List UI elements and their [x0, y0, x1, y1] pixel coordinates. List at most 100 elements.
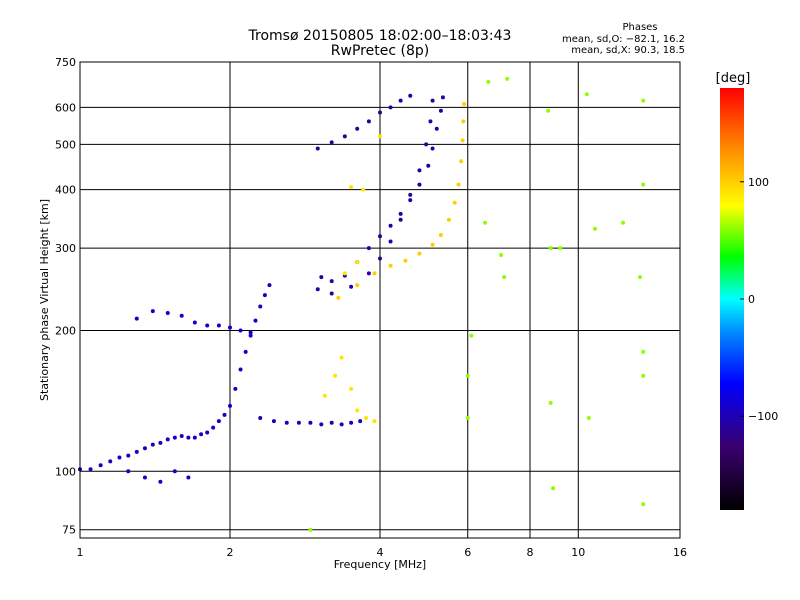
data-point — [378, 256, 382, 261]
data-point — [355, 408, 360, 413]
data-point — [186, 475, 191, 480]
y-tick-label: 750 — [55, 56, 76, 69]
data-point — [459, 159, 464, 164]
data-point — [253, 318, 258, 323]
data-point — [456, 182, 461, 187]
data-point — [355, 126, 360, 131]
data-point — [417, 168, 422, 173]
data-point — [158, 440, 163, 445]
data-point — [358, 419, 363, 424]
data-point — [329, 420, 334, 425]
stats-heading: Phases — [622, 22, 657, 33]
data-point — [424, 142, 429, 147]
data-point — [98, 463, 103, 468]
data-point — [126, 469, 131, 474]
data-point — [158, 479, 163, 484]
chart-title: Tromsø 20150805 18:02:00–18:03:43 — [248, 28, 512, 44]
x-tick-label: 8 — [527, 546, 534, 559]
x-tick-label: 4 — [377, 546, 384, 559]
data-point — [430, 98, 435, 103]
data-point — [248, 330, 253, 335]
data-point — [417, 182, 422, 187]
data-point — [408, 93, 413, 98]
data-point — [462, 101, 467, 106]
data-point — [641, 373, 646, 378]
x-tick-label: 6 — [464, 546, 471, 559]
data-point — [258, 415, 263, 420]
data-point — [388, 263, 393, 268]
data-point — [329, 140, 334, 145]
data-point — [364, 415, 369, 420]
data-point — [319, 422, 324, 427]
data-point — [452, 200, 457, 205]
data-point — [641, 349, 646, 354]
data-point — [308, 420, 313, 425]
data-point — [548, 246, 553, 251]
data-point — [165, 310, 170, 315]
data-point — [546, 108, 551, 113]
y-tick-label: 75 — [62, 524, 76, 537]
data-point — [88, 467, 93, 472]
data-point — [505, 76, 510, 81]
data-point — [126, 453, 131, 458]
data-point — [366, 271, 371, 276]
data-point — [366, 246, 371, 251]
data-point — [465, 415, 470, 420]
data-point — [486, 79, 491, 84]
data-point — [192, 320, 197, 325]
y-tick-label: 600 — [55, 101, 76, 114]
data-point — [150, 309, 155, 314]
data-point — [548, 400, 553, 405]
data-point — [192, 435, 197, 440]
data-point — [284, 420, 289, 425]
data-point — [388, 223, 393, 228]
data-point — [172, 435, 177, 440]
data-point — [388, 105, 393, 110]
data-point — [403, 258, 408, 263]
data-point — [408, 192, 413, 197]
data-point — [378, 134, 382, 139]
data-point — [438, 233, 443, 238]
data-point — [408, 198, 413, 203]
data-point — [483, 220, 488, 225]
data-point — [398, 98, 403, 103]
grid-lines — [80, 62, 680, 538]
data-point — [378, 110, 382, 115]
data-point — [349, 284, 354, 289]
colorbar-tick-label: 100 — [748, 176, 769, 189]
data-point — [378, 234, 382, 239]
data-point — [216, 419, 221, 424]
data-point — [641, 182, 646, 187]
data-point — [440, 95, 445, 100]
data-point — [150, 442, 155, 447]
colorbar-tick-label: 0 — [748, 293, 755, 306]
y-tick-label: 100 — [55, 465, 76, 478]
data-point — [621, 220, 626, 225]
y-tick-label: 200 — [55, 324, 76, 337]
data-point — [446, 217, 451, 222]
x-tick-labels: 1 2 4 6 8 10 16 — [77, 546, 688, 559]
y-axis-label: Stationary phase Virtual Height [km] — [38, 199, 51, 401]
data-point — [638, 275, 643, 280]
y-tick-labels: 75 100 200 300 400 500 600 750 — [55, 56, 76, 537]
data-point — [134, 449, 139, 454]
data-point — [465, 373, 470, 378]
data-point — [355, 283, 360, 288]
data-point — [434, 126, 439, 131]
data-point — [339, 355, 344, 360]
data-point — [165, 437, 170, 442]
colorbar-ticks: 100 0 −100 — [740, 176, 778, 423]
data-point — [586, 415, 591, 420]
data-point — [333, 373, 338, 378]
data-point — [142, 446, 147, 451]
data-point — [417, 251, 422, 256]
data-point — [238, 328, 243, 333]
data-point — [641, 98, 646, 103]
x-tick-label: 1 — [77, 546, 84, 559]
colorbar-tick-label: −100 — [748, 410, 778, 423]
plot-frame — [79, 61, 681, 539]
data-point — [430, 242, 435, 247]
data-point — [322, 393, 327, 398]
data-point — [430, 146, 435, 151]
data-point — [308, 527, 313, 532]
